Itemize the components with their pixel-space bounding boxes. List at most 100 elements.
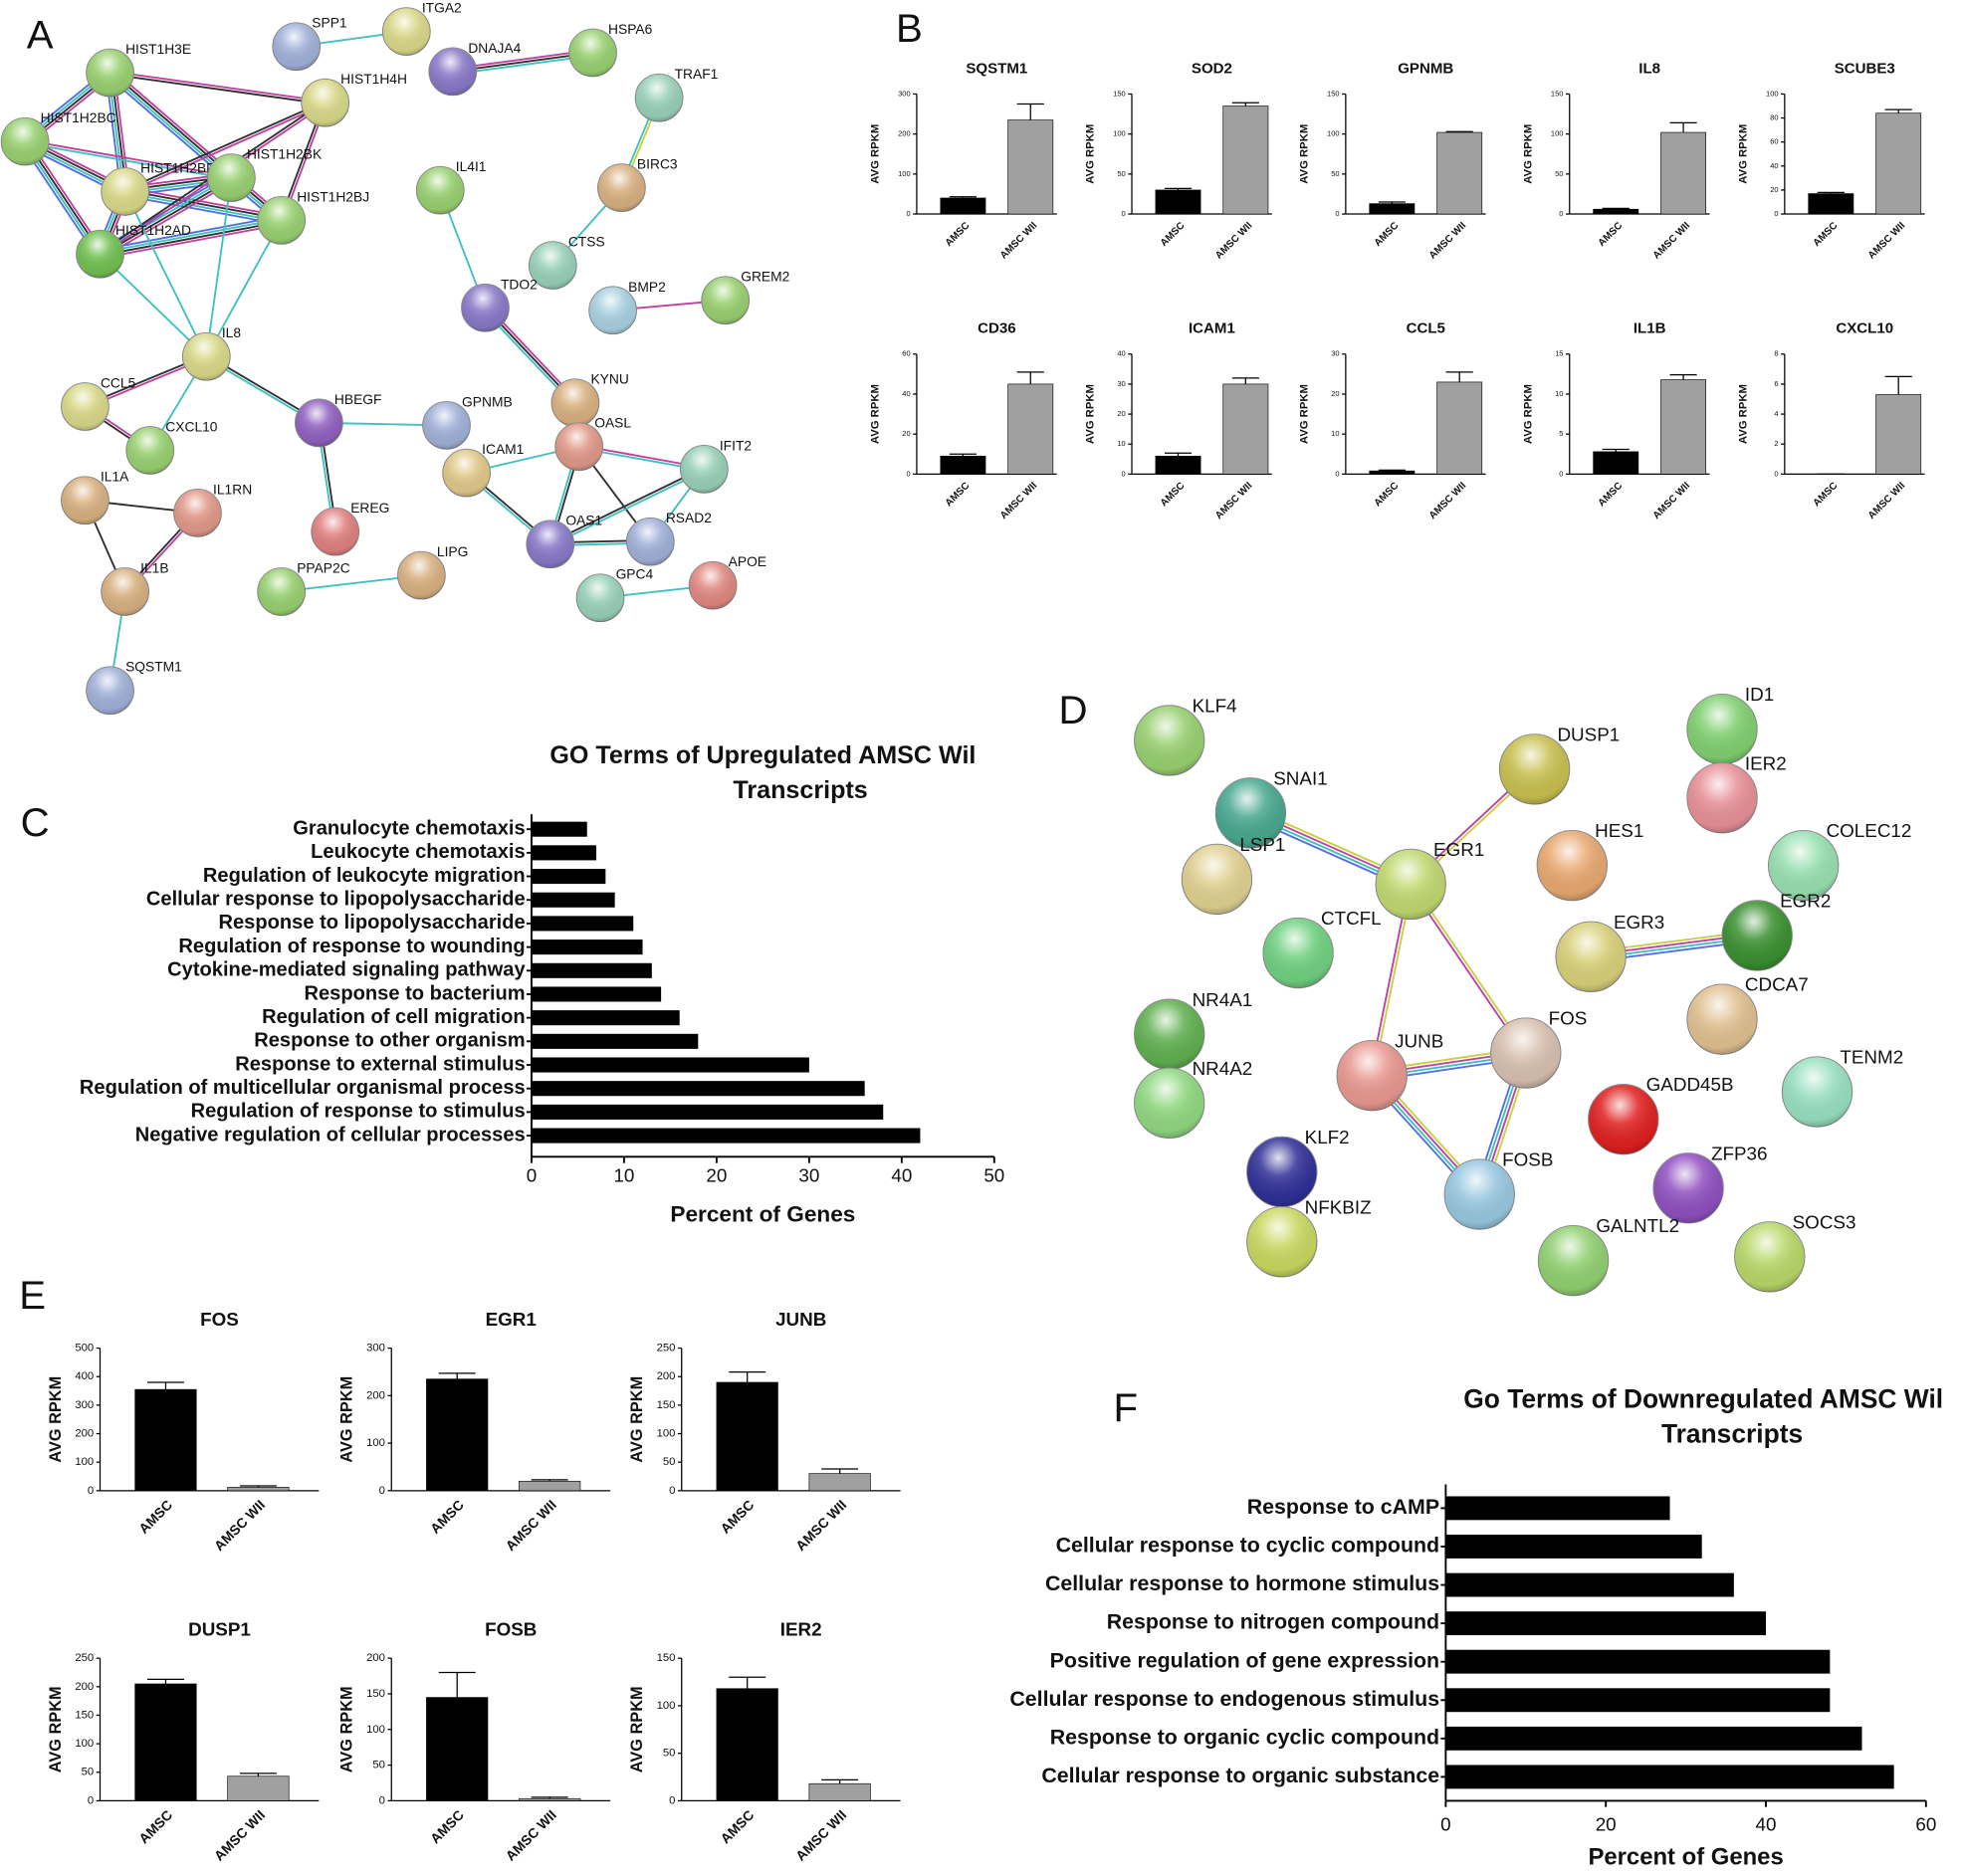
network-edge bbox=[124, 103, 327, 194]
chart-title: GO Terms of Upregulated AMSC Wil bbox=[549, 741, 976, 769]
network-edge bbox=[100, 220, 283, 257]
bar bbox=[426, 1697, 489, 1801]
x-tick-label: AMSC bbox=[1373, 220, 1402, 249]
node-label: SQSTM1 bbox=[125, 659, 182, 675]
y-tick-label: 100 bbox=[366, 1724, 385, 1736]
chart-title: IL8 bbox=[1638, 60, 1660, 77]
y-tick-label: 0 bbox=[1559, 209, 1563, 218]
y-tick-label: 0 bbox=[906, 209, 910, 218]
bar bbox=[1660, 379, 1707, 475]
bar bbox=[531, 1057, 809, 1073]
network-node-shine bbox=[1134, 705, 1204, 776]
network-node-shine bbox=[1722, 900, 1793, 971]
y-tick-label: 500 bbox=[75, 1343, 94, 1355]
network-node-shine bbox=[461, 284, 510, 332]
y-tick-label: 100 bbox=[75, 1456, 94, 1468]
x-tick-label: AMSC WII bbox=[1866, 220, 1907, 261]
network-edge bbox=[124, 189, 283, 220]
y-axis-label: AVG RPKM bbox=[1298, 384, 1310, 444]
network-node-shine bbox=[182, 332, 231, 381]
node-label: DNAJA4 bbox=[468, 40, 521, 56]
node-label: EGR2 bbox=[1780, 891, 1831, 912]
bar bbox=[531, 821, 587, 837]
x-tick-label: AMSC bbox=[135, 1497, 175, 1537]
bar bbox=[1445, 1611, 1767, 1636]
bar bbox=[1808, 193, 1854, 215]
x-tick-label: 20 bbox=[706, 1164, 727, 1185]
network-node-shine bbox=[1734, 1221, 1805, 1293]
category-label: Granulocyte chemotaxis bbox=[293, 818, 525, 840]
node-label: EGR1 bbox=[1433, 839, 1484, 860]
bar bbox=[519, 1797, 581, 1801]
y-tick-label: 0 bbox=[1335, 469, 1339, 478]
node-label: CDCA7 bbox=[1745, 974, 1809, 995]
network-edge bbox=[109, 73, 232, 180]
network-edge bbox=[100, 178, 233, 257]
node-label: DUSP1 bbox=[1557, 724, 1620, 744]
node-label: OAS1 bbox=[565, 513, 602, 528]
network-node-shine bbox=[101, 567, 149, 616]
y-tick-label: 50 bbox=[1117, 169, 1125, 178]
y-tick-label: 150 bbox=[75, 1709, 94, 1721]
y-axis-label: AVG RPKM bbox=[1085, 384, 1097, 444]
bar bbox=[531, 1033, 699, 1049]
bar bbox=[1875, 112, 1922, 215]
y-tick-label: 50 bbox=[1555, 169, 1563, 178]
chart-title: SQSTM1 bbox=[966, 60, 1027, 77]
network-node-shine bbox=[1215, 777, 1286, 849]
x-tick-label: AMSC bbox=[1159, 220, 1188, 249]
network-node-shine bbox=[597, 163, 646, 212]
node-label: TDO2 bbox=[501, 276, 538, 292]
node-label: ZFP36 bbox=[1711, 1143, 1768, 1163]
node-label: GADD45B bbox=[1646, 1074, 1734, 1095]
y-tick-label: 20 bbox=[1331, 389, 1339, 398]
node-label: SNAI1 bbox=[1273, 767, 1327, 788]
y-tick-label: 0 bbox=[1335, 209, 1339, 218]
network-node-shine bbox=[422, 401, 471, 450]
bar bbox=[1436, 131, 1483, 215]
node-label: HIST1H4H bbox=[340, 71, 407, 87]
network-node-shine bbox=[626, 518, 675, 566]
category-label: Response to organic cyclic compound bbox=[1050, 1725, 1439, 1749]
x-tick-label: AMSC WII bbox=[211, 1497, 268, 1554]
x-tick-label: AMSC bbox=[1373, 481, 1402, 510]
bar bbox=[1445, 1535, 1702, 1559]
x-tick-label: AMSC WII bbox=[998, 481, 1039, 521]
x-tick-label: AMSC bbox=[427, 1806, 467, 1846]
network-node-shine bbox=[1182, 844, 1252, 915]
node-label: HBEGF bbox=[334, 391, 382, 407]
category-label: Response to lipopolysaccharide bbox=[218, 912, 525, 934]
node-label: LIPG bbox=[437, 543, 468, 559]
y-tick-label: 5 bbox=[1559, 429, 1563, 438]
y-tick-label: 150 bbox=[1327, 89, 1340, 98]
y-tick-label: 40 bbox=[902, 389, 910, 398]
y-tick-label: 60 bbox=[1770, 137, 1778, 146]
chart-title: Transcripts bbox=[733, 776, 867, 804]
category-label: Negative regulation of cellular processe… bbox=[135, 1124, 526, 1146]
network-node-shine bbox=[554, 422, 603, 471]
y-axis-label: AVG RPKM bbox=[338, 1686, 356, 1772]
network-edge bbox=[549, 469, 706, 546]
network-edge bbox=[205, 219, 283, 357]
x-axis-label: Percent of Genes bbox=[1588, 1844, 1783, 1871]
y-tick-label: 80 bbox=[1770, 113, 1778, 122]
network-node-shine bbox=[382, 7, 431, 56]
y-tick-label: 50 bbox=[663, 1456, 676, 1468]
network-node-shine bbox=[1337, 1040, 1408, 1111]
bar bbox=[1445, 1572, 1734, 1597]
bar bbox=[426, 1378, 489, 1492]
network-node-shine bbox=[680, 445, 729, 494]
y-tick-label: 150 bbox=[1551, 89, 1564, 98]
network-edge bbox=[123, 101, 326, 192]
node-label: EREG bbox=[350, 500, 389, 516]
category-label: Response to nitrogen compound bbox=[1107, 1610, 1439, 1634]
y-tick-label: 50 bbox=[663, 1748, 676, 1760]
network-edge bbox=[123, 191, 208, 357]
network-node-shine bbox=[689, 561, 738, 610]
node-label: IL1B bbox=[140, 559, 168, 575]
y-tick-label: 10 bbox=[1555, 389, 1563, 398]
y-tick-label: 100 bbox=[898, 169, 911, 178]
chart-title: CD36 bbox=[978, 320, 1016, 337]
y-tick-label: 60 bbox=[902, 349, 910, 358]
node-label: IFIT2 bbox=[720, 437, 752, 453]
